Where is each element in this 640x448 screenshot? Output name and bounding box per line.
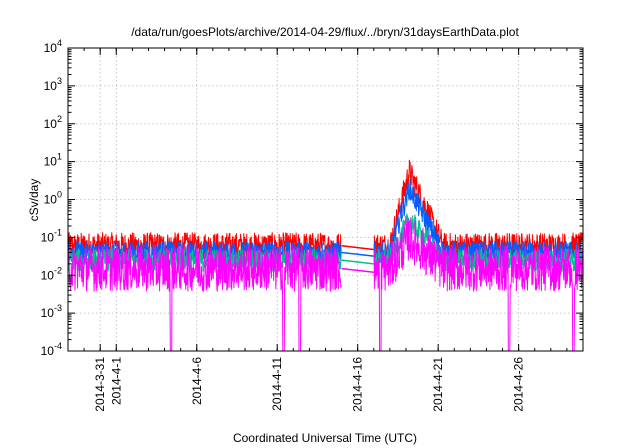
chart-title: /data/run/goesPlots/archive/2014-04-29/f… <box>131 25 519 39</box>
y-axis: 10-4 10-3 10-2 10-1 100 101 102 103 104 <box>41 38 583 358</box>
y-tick-label: 103 <box>44 76 62 93</box>
x-tick-label: 2014-4-26 <box>512 357 526 412</box>
series-line-3-part-1 <box>373 217 584 352</box>
series-gap-connector <box>341 245 374 251</box>
series-line-3-part-0 <box>67 245 342 352</box>
y-tick-label: 10-4 <box>41 341 62 358</box>
x-tick-label: 2014-4-11 <box>270 357 284 411</box>
x-tick-label: 2014-4-1 <box>109 357 123 405</box>
y-tick-label: 102 <box>44 114 62 131</box>
y-tick-label: 10-1 <box>41 227 62 244</box>
y-tick-label: 100 <box>44 190 62 207</box>
series-gap-connector <box>341 251 374 257</box>
grid <box>68 48 583 351</box>
series-group <box>67 159 584 352</box>
x-axis-label: Coordinated Universal Time (UTC) <box>233 431 417 445</box>
y-tick-label: 104 <box>44 38 62 55</box>
x-tick-label: 2014-4-16 <box>351 357 365 412</box>
x-tick-label: 2014-4-21 <box>431 357 445 412</box>
y-axis-label: cSv/day <box>27 179 41 222</box>
x-axis: 2014-3-31 2014-4-1 2014-4-6 2014-4-11 2014-4… <box>67 48 584 412</box>
x-tick-label: 2014-3-31 <box>93 357 107 412</box>
y-tick-label: 10-2 <box>41 265 62 282</box>
series-gap-connector <box>341 259 374 265</box>
y-tick-label: 101 <box>44 152 62 169</box>
series-gap-connector <box>341 267 374 273</box>
y-tick-label: 10-3 <box>41 303 62 320</box>
x-tick-label: 2014-4-6 <box>190 357 204 405</box>
